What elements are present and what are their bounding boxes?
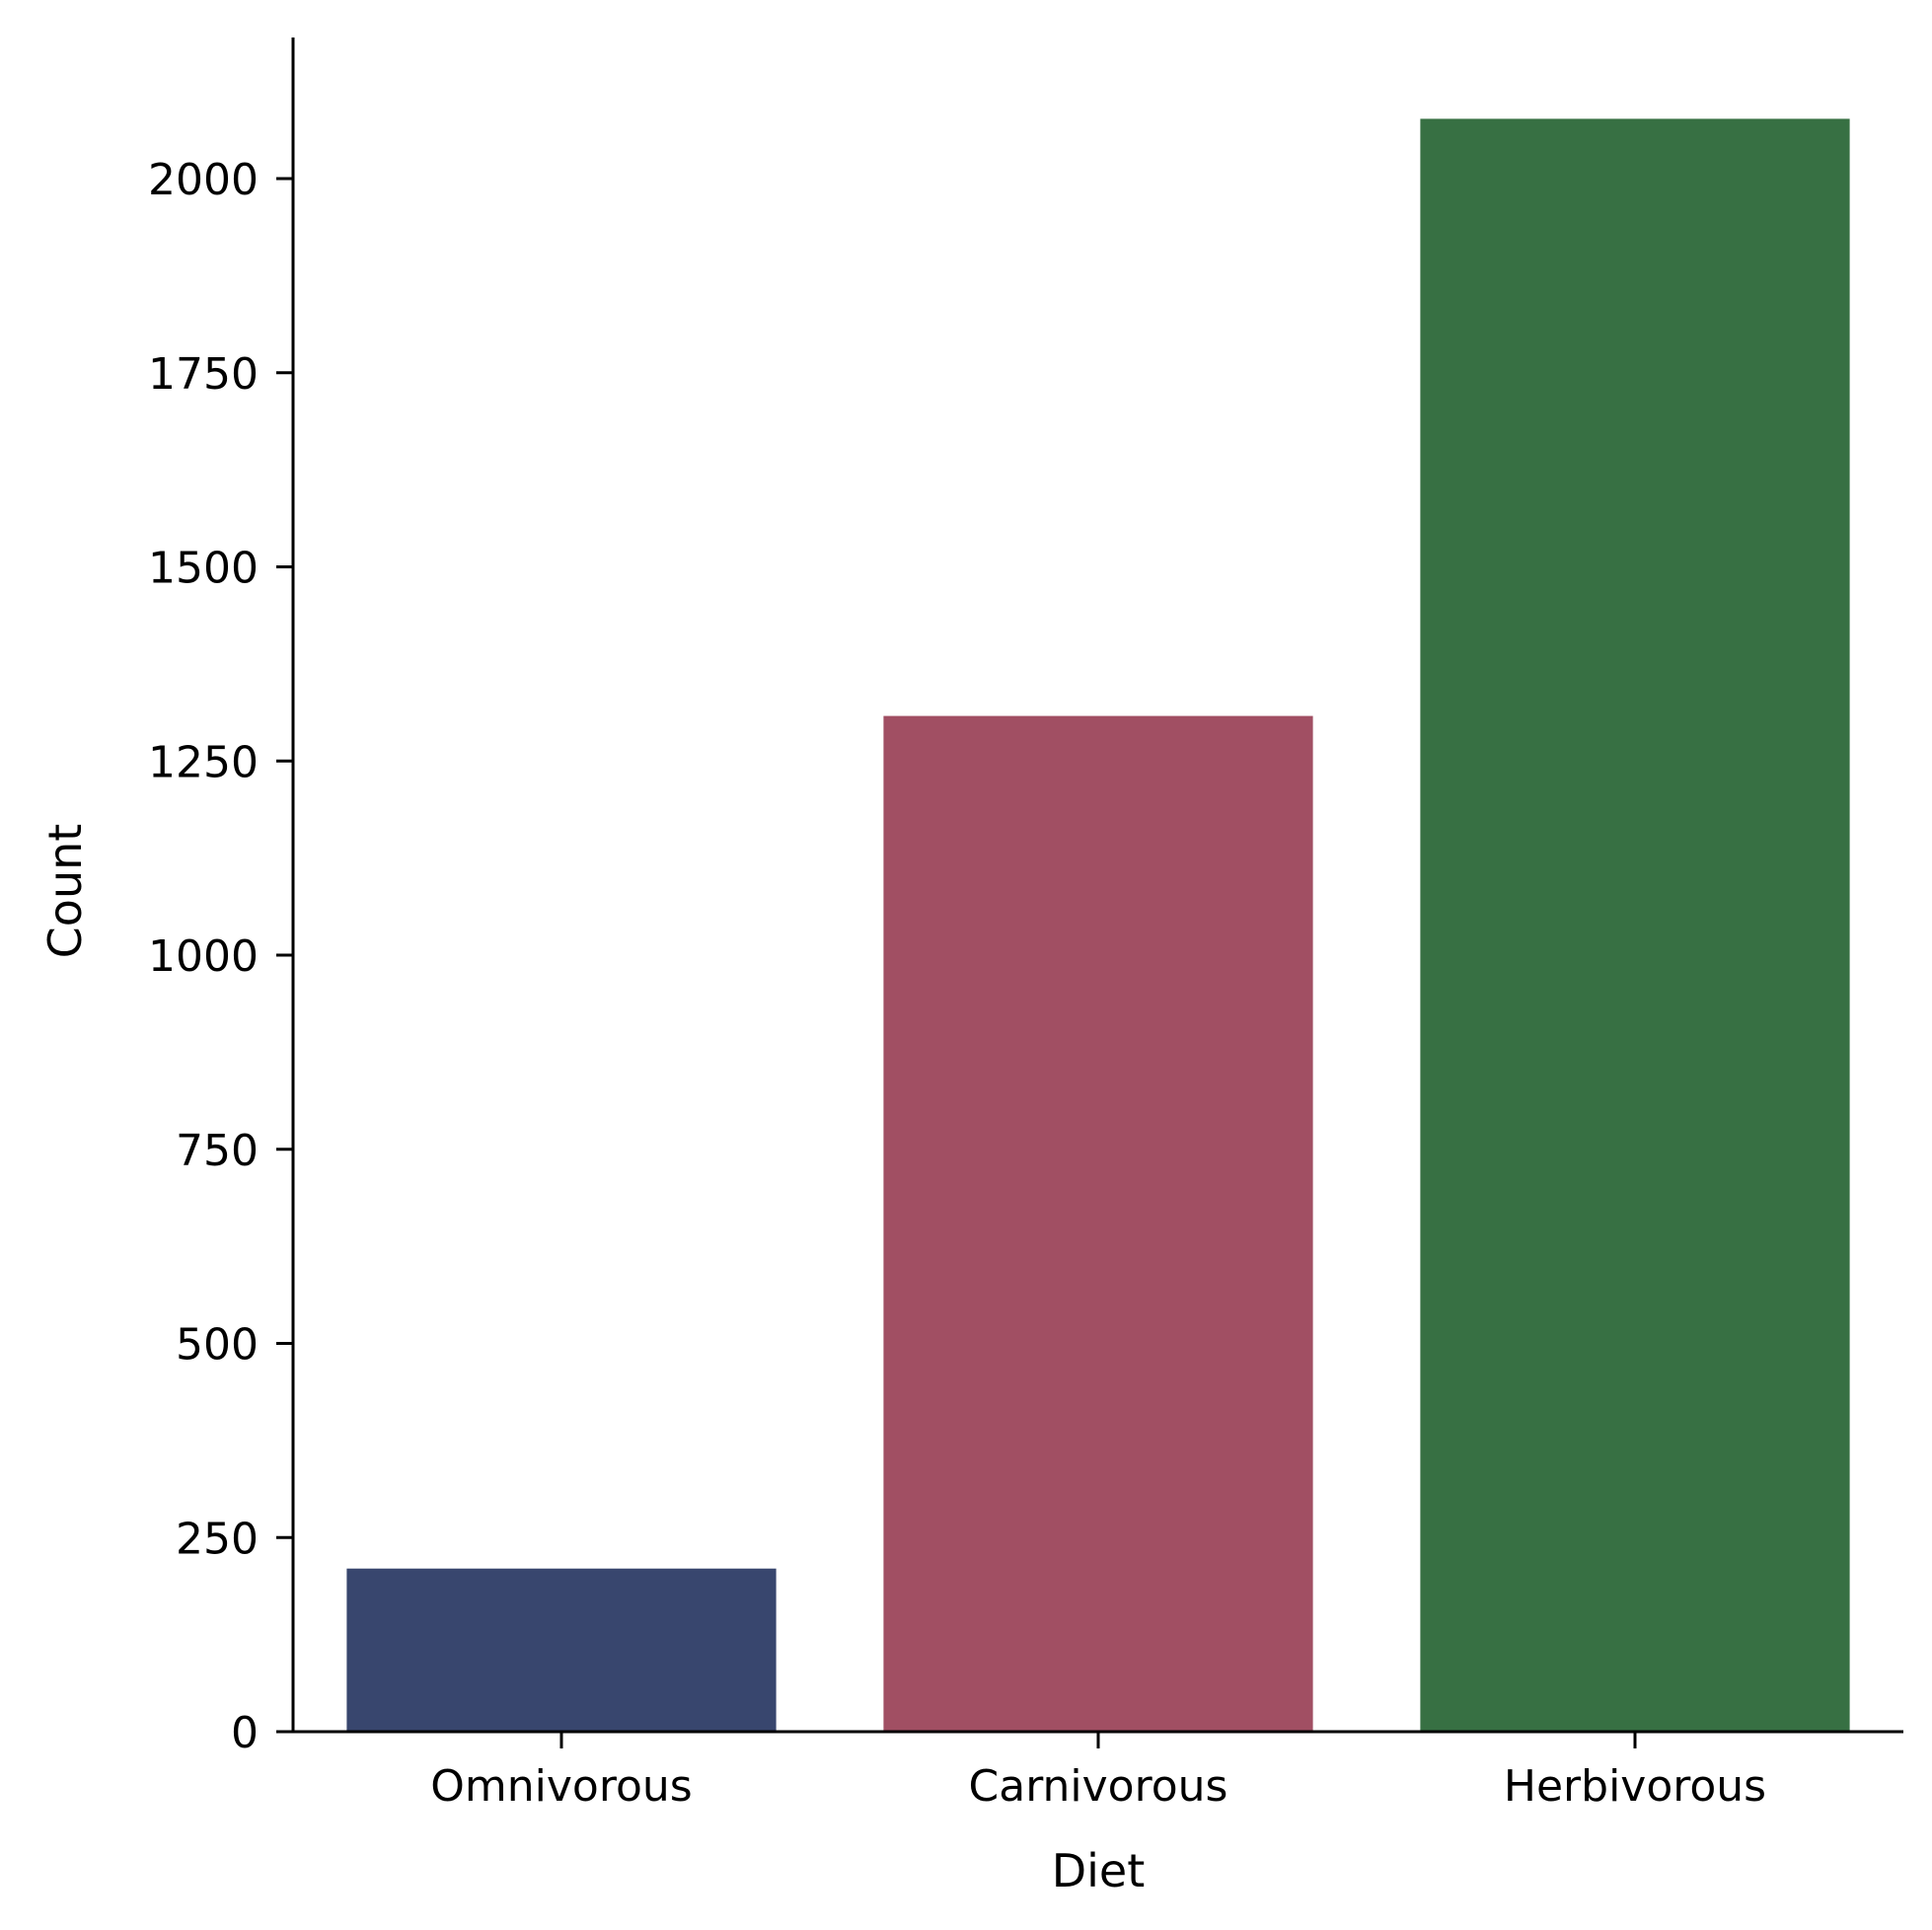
y-tick-label: 1000 bbox=[148, 931, 259, 982]
bar-carnivorous bbox=[883, 715, 1313, 1732]
y-tick-label: 750 bbox=[176, 1126, 259, 1176]
bar-herbivorous bbox=[1420, 118, 1850, 1732]
x-tick-label: Herbivorous bbox=[1504, 1761, 1766, 1812]
x-axis-ticks: Omnivorous Carnivorous Herbivorous bbox=[430, 1732, 1766, 1812]
y-tick-label: 0 bbox=[231, 1708, 259, 1758]
bar-omnivorous bbox=[346, 1568, 777, 1732]
y-tick-label: 1250 bbox=[148, 737, 259, 787]
y-tick-label: 2000 bbox=[148, 155, 259, 205]
y-tick-label: 250 bbox=[176, 1514, 259, 1564]
y-axis-label: Count bbox=[38, 824, 92, 959]
x-axis-label: Diet bbox=[1052, 1844, 1146, 1897]
bars-layer bbox=[346, 118, 1850, 1732]
y-tick-label: 1500 bbox=[148, 544, 259, 594]
x-tick-label: Carnivorous bbox=[969, 1761, 1228, 1812]
y-tick-label: 500 bbox=[176, 1320, 259, 1371]
y-axis-ticks: 0 250 500 750 1000 1250 1500 1750 2000 bbox=[148, 155, 293, 1758]
y-tick-label: 1750 bbox=[148, 349, 259, 400]
x-tick-label: Omnivorous bbox=[430, 1761, 692, 1812]
